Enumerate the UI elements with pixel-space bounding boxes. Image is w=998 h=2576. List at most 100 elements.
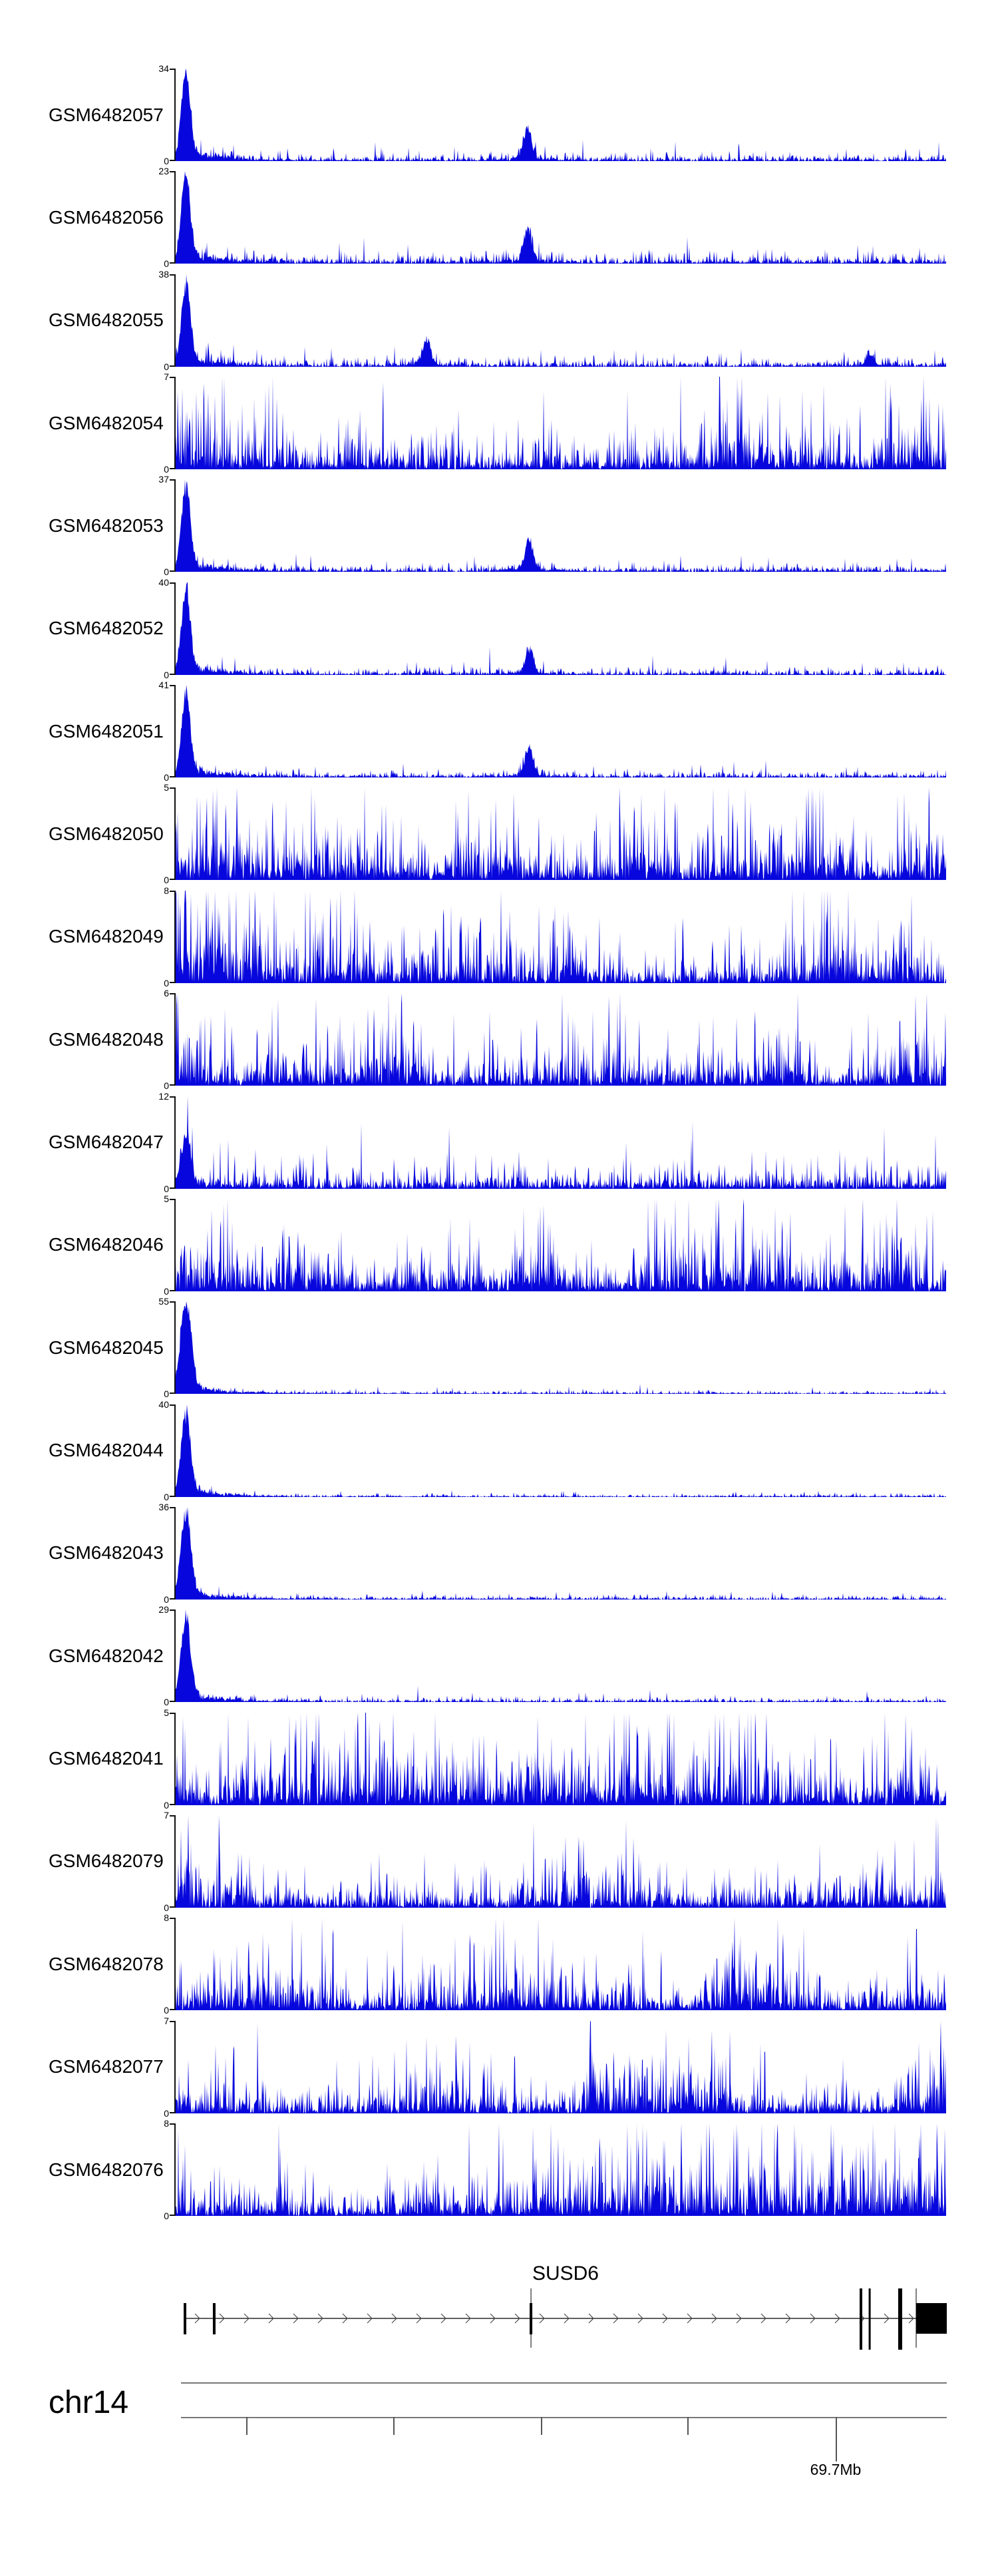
y-axis-max-label: 8	[164, 1912, 169, 1924]
y-axis-line	[174, 1301, 176, 1395]
coverage-polygon	[176, 274, 946, 367]
coverage-polygon	[176, 1815, 946, 1908]
track-sample-label: GSM6482053	[49, 515, 164, 536]
strand-chevron-icon	[834, 2313, 840, 2324]
coverage-signal-area	[176, 1506, 947, 1600]
strand-chevron-icon	[760, 2313, 766, 2324]
y-axis-zero-label: 0	[164, 1902, 169, 1913]
y-axis-line	[174, 582, 176, 675]
y-axis-zero-label: 0	[164, 464, 169, 475]
strand-chevron-icon	[391, 2313, 397, 2324]
coverage-signal-area	[176, 1404, 947, 1497]
coverage-polygon	[176, 1610, 946, 1703]
strand-chevron-icon	[514, 2313, 520, 2324]
coverage-signal-area	[176, 582, 947, 675]
y-axis-top-tick	[170, 479, 176, 481]
coverage-signal-area	[176, 1712, 947, 1805]
y-axis-max-label: 5	[164, 1193, 169, 1204]
y-axis-zero-tick	[170, 262, 176, 264]
coverage-polygon	[176, 1301, 946, 1395]
coverage-polygon	[176, 377, 946, 470]
strand-chevron-icon	[416, 2313, 422, 2324]
y-axis-zero-tick	[170, 776, 176, 778]
y-axis-max-label: 38	[158, 268, 169, 280]
y-axis-zero-label: 0	[164, 669, 169, 680]
y-axis-max-label: 41	[158, 680, 169, 691]
coverage-signal-area	[176, 1198, 947, 1291]
track-sample-label: GSM6482041	[49, 1748, 164, 1769]
y-axis-top-tick	[170, 1815, 176, 1817]
strand-chevron-icon	[194, 2313, 200, 2324]
strand-chevron-icon	[317, 2313, 323, 2324]
y-axis-top-tick	[170, 377, 176, 379]
y-axis-line	[174, 1506, 176, 1600]
y-axis-max-label: 40	[158, 1398, 169, 1410]
track-sample-label: GSM6482078	[49, 1953, 164, 1974]
y-axis-zero-label: 0	[164, 258, 169, 270]
y-axis-top-tick	[170, 1610, 176, 1611]
y-axis-top-tick	[170, 890, 176, 892]
y-axis-zero-label: 0	[164, 1285, 169, 1297]
coverage-polygon	[176, 890, 946, 983]
y-axis-zero-label: 0	[164, 772, 169, 783]
exon-bar	[530, 2303, 533, 2334]
coverage-signal-area	[176, 787, 947, 881]
y-axis-top-tick	[170, 685, 176, 687]
coverage-signal-area	[176, 2123, 947, 2216]
y-axis-top-tick	[170, 2020, 176, 2022]
strand-chevron-icon	[244, 2313, 250, 2324]
track-sample-label: GSM6482079	[49, 1850, 164, 1872]
y-axis-line	[174, 1712, 176, 1805]
strand-chevron-icon	[342, 2313, 348, 2324]
y-axis-top-tick	[170, 582, 176, 584]
y-axis-line	[174, 377, 176, 470]
strand-chevron-icon	[268, 2313, 274, 2324]
coverage-polygon	[176, 171, 946, 264]
y-axis-zero-tick	[170, 1701, 176, 1703]
strand-chevron-icon	[736, 2313, 742, 2324]
coverage-polygon	[176, 1712, 946, 1805]
track-sample-label: GSM6482043	[49, 1542, 164, 1564]
y-axis-zero-tick	[170, 160, 176, 161]
y-axis-max-label: 5	[164, 782, 169, 793]
y-axis-max-label: 29	[158, 1604, 169, 1615]
exon-bar	[860, 2288, 863, 2350]
strand-chevron-icon	[908, 2313, 914, 2324]
y-axis-zero-label: 0	[164, 1799, 169, 1811]
y-axis-line	[174, 1610, 176, 1703]
y-axis-max-label: 8	[164, 885, 169, 896]
y-axis-line	[174, 787, 176, 881]
strand-chevron-icon	[785, 2313, 791, 2324]
strand-chevron-icon	[440, 2313, 446, 2324]
y-axis-max-label: 36	[158, 1501, 169, 1512]
coverage-polygon	[176, 582, 946, 675]
coordinate-label: 69.7Mb	[810, 2461, 862, 2478]
strand-chevron-icon	[588, 2313, 594, 2324]
y-axis-top-tick	[170, 993, 176, 995]
y-axis-zero-tick	[170, 570, 176, 572]
ruler-minor-tick	[246, 2417, 248, 2435]
track-sample-label: GSM6482054	[49, 412, 164, 433]
coverage-polygon	[176, 787, 946, 881]
track-sample-label: GSM6482045	[49, 1337, 164, 1358]
gene-model	[184, 2288, 947, 2350]
track-sample-label: GSM6482055	[49, 310, 164, 331]
y-axis-line	[174, 1198, 176, 1291]
track-sample-label: GSM6482076	[49, 2159, 164, 2180]
y-axis-line	[174, 1918, 176, 2011]
coverage-signal-area	[176, 274, 947, 367]
coverage-signal-area	[176, 479, 947, 572]
y-axis-max-label: 7	[164, 2015, 169, 2026]
y-axis-top-tick	[170, 1506, 176, 1508]
strand-chevron-icon	[293, 2313, 299, 2324]
strand-chevron-icon	[219, 2313, 225, 2324]
y-axis-line	[174, 1815, 176, 1908]
track-sample-label: GSM6482046	[49, 1234, 164, 1255]
strand-chevron-icon	[564, 2313, 570, 2324]
strand-chevron-icon	[490, 2313, 496, 2324]
ruler-top-line	[181, 2382, 947, 2384]
y-axis-zero-tick	[170, 1187, 176, 1189]
strand-chevron-icon	[367, 2313, 373, 2324]
gene-track	[176, 2283, 947, 2356]
exon-bar	[898, 2288, 902, 2350]
